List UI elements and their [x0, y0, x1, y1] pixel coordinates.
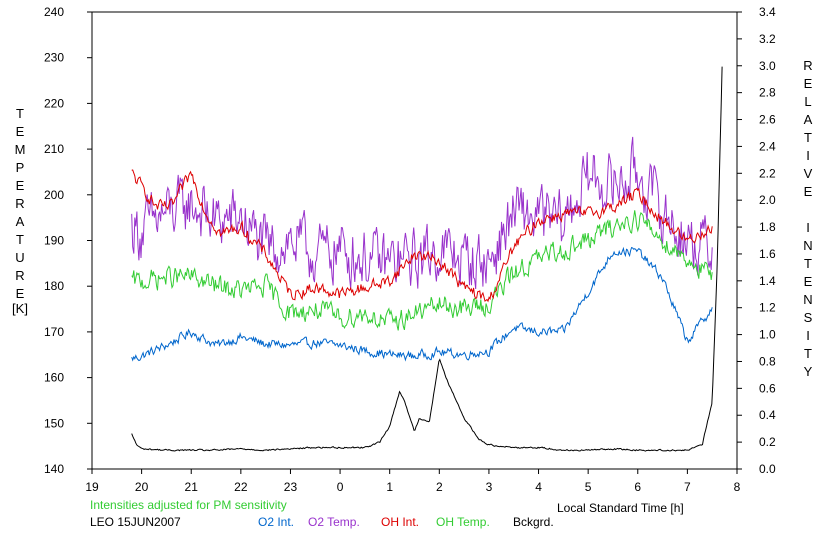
y-left-title-letter: A [16, 214, 25, 229]
x-tick-label: 0 [337, 480, 344, 494]
y-left-tick-label: 240 [44, 5, 64, 19]
y-left-tick-label: 180 [44, 279, 64, 293]
y-right-title-letter: Y [804, 364, 813, 379]
y-right-title-letter: N [803, 238, 812, 253]
series-layer [131, 66, 723, 452]
y-axis-right: 0.0 0.2 0.4 0.6 0.8 1.0 1.2 1.4 1.6 1.8 2.0 2.2 2.4 2… [737, 5, 776, 476]
y-left-tick-label: 150 [44, 416, 64, 430]
x-tick-label: 7 [684, 480, 691, 494]
y-left-tick-label: 220 [44, 96, 64, 110]
legend: O2 Int. O2 Temp. OH Int. OH Temp. Bckgrd… [258, 515, 554, 529]
y-right-tick-label: 1.8 [759, 220, 776, 234]
y-right-title-letter: L [804, 94, 811, 109]
y-left-title-letter: M [15, 142, 26, 157]
y-right-tick-label: 2.2 [759, 166, 776, 180]
y-right-title-letter: T [804, 256, 812, 271]
series-line-oh-temp [131, 210, 713, 331]
y-right-tick-label: 2.8 [759, 86, 776, 100]
x-tick-label: 6 [634, 480, 641, 494]
x-tick-label: 3 [486, 480, 493, 494]
y-right-tick-label: 2.0 [759, 193, 776, 207]
y-right-tick-label: 2.4 [759, 139, 776, 153]
y-right-tick-label: 0.6 [759, 381, 776, 395]
y-right-title-letter: I [806, 328, 810, 343]
x-tick-label: 4 [535, 480, 542, 494]
y-left-title-letter: R [15, 196, 24, 211]
x-tick-label: 20 [135, 480, 149, 494]
legend-o2-temp: O2 Temp. [308, 515, 360, 529]
y-right-tick-label: 0.0 [759, 462, 776, 476]
x-axis: 19 20 21 22 23 0 1 2 3 4 5 6 7 8 [85, 469, 741, 494]
y-right-tick-label: 0.4 [759, 408, 776, 422]
chart-note: Intensities adjusted for PM sensitivity [90, 498, 287, 512]
x-tick-label: 22 [234, 480, 248, 494]
y-axis-left: 140 150 160 170 180 190 200 210 220 230 240 [44, 5, 92, 476]
x-tick-label: 2 [436, 480, 443, 494]
x-tick-label: 1 [386, 480, 393, 494]
y-left-title-letter: T [16, 106, 24, 121]
series-line-o2-temp [131, 136, 713, 290]
x-axis-title: Local Standard Time [h] [557, 501, 684, 515]
y-left-tick-label: 170 [44, 325, 64, 339]
series-line-bckgrd [131, 66, 723, 452]
y-right-title-letter: V [804, 166, 813, 181]
y-left-title-letter: P [16, 160, 25, 175]
y-right-title-letter: E [804, 76, 813, 91]
y-right-title-letter: R [803, 58, 812, 73]
y-right-title-letter: I [806, 148, 810, 163]
y-right-tick-label: 1.2 [759, 301, 776, 315]
y-right-title-letter: S [804, 310, 813, 325]
y-right-title-letter: N [803, 292, 812, 307]
y-right-tick-label: 3.4 [759, 5, 776, 19]
y-right-title-letter: E [804, 184, 813, 199]
x-tick-label: 23 [284, 480, 298, 494]
y-right-tick-label: 1.4 [759, 274, 776, 288]
y-left-title-letter: E [16, 286, 25, 301]
y-left-tick-label: 160 [44, 371, 64, 385]
legend-bckgrd: Bckgrd. [513, 515, 554, 529]
y-left-title-letter: E [16, 124, 25, 139]
y-right-title-letter: T [804, 130, 812, 145]
legend-o2-int: O2 Int. [258, 515, 294, 529]
y-right-tick-label: 2.6 [759, 113, 776, 127]
y-left-tick-label: 190 [44, 234, 64, 248]
y-left-tick-label: 140 [44, 462, 64, 476]
y-right-tick-label: 3.0 [759, 59, 776, 73]
y-right-title-letter: T [804, 346, 812, 361]
y-left-tick-label: 230 [44, 51, 64, 65]
y-left-title-letter: E [16, 178, 25, 193]
y-right-tick-label: 1.6 [759, 247, 776, 261]
y-left-tick-label: 210 [44, 142, 64, 156]
y-right-title-letter: I [806, 220, 810, 235]
x-tick-label: 21 [185, 480, 199, 494]
y-left-title-letter: U [15, 250, 24, 265]
x-tick-label: 5 [585, 480, 592, 494]
y-left-title-letter: T [16, 232, 24, 247]
y-left-tick-label: 200 [44, 188, 64, 202]
x-tick-label: 19 [85, 480, 99, 494]
legend-oh-temp: OH Temp. [436, 515, 490, 529]
y-left-unit: [K] [12, 301, 28, 316]
y-right-title-letter: A [804, 112, 813, 127]
y-right-title-letter: E [804, 274, 813, 289]
y-right-tick-label: 1.0 [759, 328, 776, 342]
x-tick-label: 8 [734, 480, 741, 494]
y-right-tick-label: 3.2 [759, 32, 776, 46]
y-left-title-letter: R [15, 268, 24, 283]
y-right-tick-label: 0.2 [759, 435, 776, 449]
legend-oh-int: OH Int. [381, 515, 419, 529]
y-right-tick-label: 0.8 [759, 354, 776, 368]
series-line-oh-int [131, 169, 713, 303]
station-label: LEO 15JUN2007 [90, 515, 181, 529]
series-line-o2-int [131, 246, 713, 362]
